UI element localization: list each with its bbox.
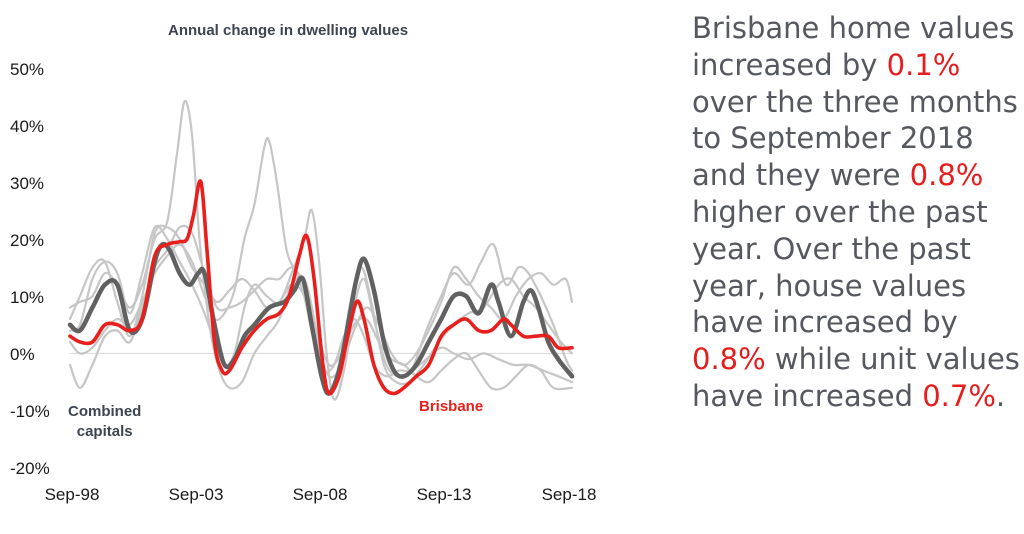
y-tick-label: 50% — [10, 60, 45, 79]
highlight-value: 0.7% — [922, 378, 996, 413]
series-layer — [67, 100, 575, 401]
y-tick-label: 10% — [10, 288, 45, 307]
brisbane-line — [68, 179, 574, 396]
commentary-part: over the three months to September 2018 … — [692, 84, 1018, 193]
chart-canvas — [67, 100, 575, 401]
y-tick-label: 20% — [10, 231, 45, 250]
highlight-value: 0.8% — [692, 342, 766, 377]
combined-annotation-line1: Combined — [68, 403, 142, 420]
commentary-text: Brisbane home values increased by 0.1% o… — [692, 10, 1022, 415]
chart-title: Annual change in dwelling values — [168, 22, 409, 39]
x-tick-label: Sep-98 — [44, 485, 100, 504]
commentary-part: while unit values have increased — [692, 342, 1020, 413]
y-tick-label: -10% — [10, 402, 50, 421]
y-tick-label: -20% — [10, 459, 50, 478]
x-tick-label: Sep-08 — [292, 485, 348, 504]
combined-annotation-line2: capitals — [76, 423, 133, 440]
x-tick-label: Sep-03 — [168, 485, 224, 504]
brisbane-annotation: Brisbane — [419, 398, 484, 415]
combined-capitals-annotation: Combined capitals — [68, 402, 141, 442]
y-tick-label: 40% — [10, 117, 45, 136]
commentary-part: higher over the past year. Over the past… — [692, 194, 988, 340]
commentary-part: Brisbane home values increased by — [692, 11, 1015, 82]
highlight-value: 0.8% — [909, 158, 984, 193]
commentary-part: . — [995, 378, 1006, 413]
x-tick-label: Sep-18 — [541, 485, 597, 504]
combined-capitals-line — [67, 241, 575, 396]
highlight-value: 0.1% — [886, 47, 961, 82]
y-tick-label: 0% — [10, 345, 35, 364]
x-tick-label: Sep-13 — [416, 485, 472, 504]
y-tick-label: 30% — [10, 174, 45, 193]
